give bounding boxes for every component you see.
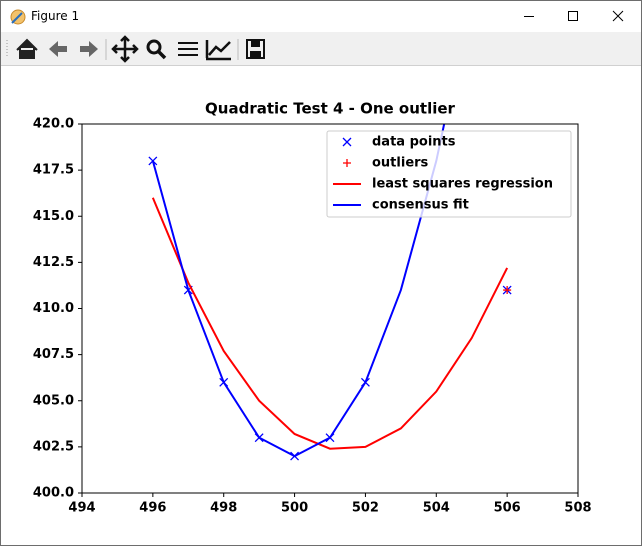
window-controls[interactable] xyxy=(501,1,641,32)
x-marker xyxy=(148,156,158,166)
chart: Quadratic Test 4 - One outlier 494 496 498… xyxy=(33,100,592,516)
maximize[interactable] xyxy=(568,11,578,21)
y-tick-label: 417.5 xyxy=(33,163,74,178)
plot-frame xyxy=(81,123,579,494)
x-tick-label: 504 xyxy=(423,501,450,516)
series-line xyxy=(151,124,446,458)
toolbar-icons xyxy=(6,35,265,63)
x-marker xyxy=(342,137,352,147)
series-line xyxy=(151,197,509,450)
toolbar xyxy=(1,32,641,66)
x-tick-label: 498 xyxy=(210,501,237,516)
pan[interactable] xyxy=(111,35,139,63)
save[interactable] xyxy=(246,39,265,59)
x-tick-label: 496 xyxy=(139,501,166,516)
y-tick-label: 407.5 xyxy=(33,347,74,362)
configure[interactable] xyxy=(178,42,198,56)
x-tick-label: 508 xyxy=(564,501,591,516)
forward[interactable] xyxy=(80,41,98,57)
title-bar: Figure 1 xyxy=(1,1,641,32)
y-tick-label: 405.0 xyxy=(33,393,74,408)
plus-marker xyxy=(503,286,512,295)
x-tick-label: 500 xyxy=(281,501,308,516)
legend-label: outliers xyxy=(372,156,429,171)
y-tick-label: 415.0 xyxy=(33,209,74,224)
back[interactable] xyxy=(49,41,67,57)
plus-marker xyxy=(343,159,351,167)
zoom[interactable] xyxy=(146,39,167,60)
chart-title: Quadratic Test 4 - One outlier xyxy=(205,100,456,118)
edit[interactable] xyxy=(205,40,231,61)
plot-area xyxy=(148,124,512,461)
y-tick-label: 400.0 xyxy=(33,486,74,501)
app-icon xyxy=(10,9,26,25)
legend-label: least squares regression xyxy=(372,177,553,192)
y-tick-label: 402.5 xyxy=(33,439,74,454)
y-tick-label: 420.0 xyxy=(33,117,74,132)
home[interactable] xyxy=(16,38,38,59)
legend-box xyxy=(326,130,572,218)
x-tick-label: 494 xyxy=(68,501,95,516)
y-tick-label: 410.0 xyxy=(33,301,74,316)
legend-label: data points xyxy=(372,135,456,150)
x-tick-label: 502 xyxy=(352,501,379,516)
close[interactable] xyxy=(612,10,624,22)
legend-label: consensus fit xyxy=(372,198,469,213)
y-tick-label: 412.5 xyxy=(33,255,74,270)
window-title: Figure 1 xyxy=(31,9,80,23)
x-tick-label: 506 xyxy=(494,501,521,516)
